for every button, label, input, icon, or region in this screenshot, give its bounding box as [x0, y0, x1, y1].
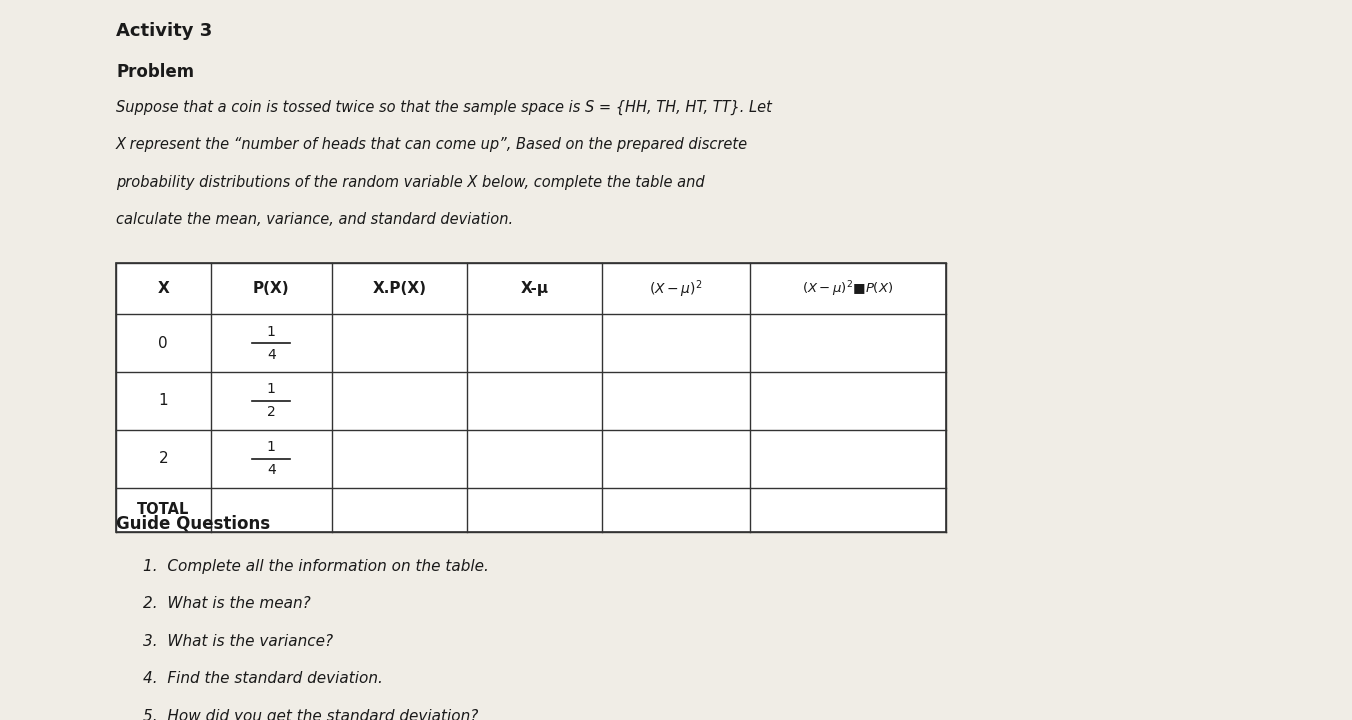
- Text: Suppose that a coin is tossed twice so that the sample space is S = {HH, TH, HT,: Suppose that a coin is tossed twice so t…: [116, 100, 772, 115]
- Text: calculate the mean, variance, and standard deviation.: calculate the mean, variance, and standa…: [116, 212, 514, 228]
- Text: 0: 0: [158, 336, 168, 351]
- Text: 1: 1: [266, 325, 276, 338]
- Text: X represent the “number of heads that can come up”, Based on the prepared discre: X represent the “number of heads that ca…: [116, 138, 748, 153]
- Text: 1: 1: [266, 440, 276, 454]
- Text: P(X): P(X): [253, 282, 289, 296]
- Text: Activity 3: Activity 3: [116, 22, 212, 40]
- Text: 1: 1: [158, 393, 168, 408]
- Text: 4: 4: [266, 463, 276, 477]
- Text: 5.  How did you get the standard deviation?: 5. How did you get the standard deviatio…: [143, 708, 479, 720]
- Text: $(X-\mu)^2$: $(X-\mu)^2$: [649, 278, 703, 300]
- Text: 1: 1: [266, 382, 276, 396]
- Text: 2: 2: [158, 451, 168, 467]
- Text: 2.  What is the mean?: 2. What is the mean?: [143, 596, 311, 611]
- Text: X-μ: X-μ: [521, 282, 549, 296]
- Text: 2: 2: [266, 405, 276, 420]
- Text: X.P(X): X.P(X): [372, 282, 426, 296]
- Text: probability distributions of the random variable X below, complete the table and: probability distributions of the random …: [116, 175, 704, 190]
- Text: 1.  Complete all the information on the table.: 1. Complete all the information on the t…: [143, 559, 489, 574]
- Text: TOTAL: TOTAL: [137, 503, 189, 517]
- Text: 4.  Find the standard deviation.: 4. Find the standard deviation.: [143, 671, 383, 686]
- Text: Problem: Problem: [116, 63, 195, 81]
- Text: Guide Questions: Guide Questions: [116, 515, 270, 533]
- Text: 3.  What is the variance?: 3. What is the variance?: [143, 634, 333, 649]
- Text: $(X-\mu)^2\blacksquare P(X)$: $(X-\mu)^2\blacksquare P(X)$: [802, 279, 894, 299]
- Text: 4: 4: [266, 348, 276, 361]
- Text: X: X: [157, 282, 169, 296]
